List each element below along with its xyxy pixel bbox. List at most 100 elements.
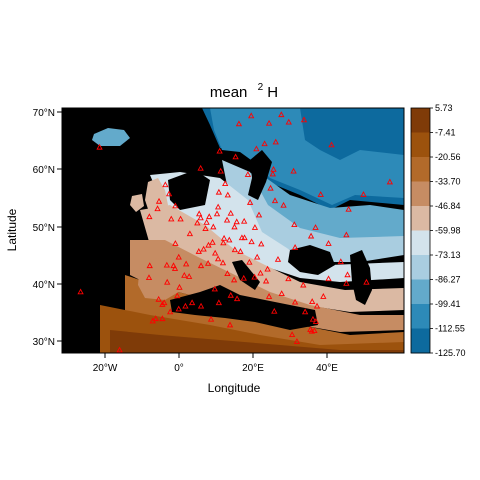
station-marker (274, 256, 282, 262)
station-marker (214, 255, 222, 262)
legend-label: -112.55 (435, 324, 465, 334)
station-marker (209, 238, 216, 245)
legend-swatch (411, 279, 430, 305)
station-marker (344, 271, 351, 278)
station-marker (271, 307, 278, 314)
legend-label: -7.41 (435, 128, 456, 138)
station-marker (271, 197, 279, 204)
adriatic (232, 260, 260, 290)
station-marker (300, 281, 307, 288)
station-marker (215, 188, 223, 195)
station-marker (280, 201, 287, 208)
y-axis: 70°N 60°N 50°N 40°N 30°N (33, 108, 62, 348)
station-marker (251, 273, 258, 280)
title-symbol: H (267, 84, 278, 101)
legend-label: -99.41 (435, 299, 461, 309)
station-marker (146, 213, 153, 220)
station-marker (172, 240, 179, 246)
legend-swatch (411, 230, 430, 256)
station-marker (116, 346, 123, 353)
station-marker (237, 248, 244, 254)
station-marker (231, 223, 238, 230)
station-marker (240, 217, 248, 224)
station-marker (172, 202, 179, 209)
station-marker (312, 318, 320, 324)
station-marker (224, 270, 231, 277)
station-marker (246, 258, 253, 265)
black-sea (288, 245, 335, 275)
station-marker (96, 143, 103, 150)
station-marker (152, 315, 159, 322)
legend-swatch (411, 108, 430, 133)
station-marker (146, 262, 153, 269)
station-marker (363, 278, 370, 285)
station-marker (205, 241, 212, 248)
legend-swatch (411, 181, 430, 207)
station-marker (226, 236, 233, 243)
station-marker (162, 181, 169, 188)
station-marker (230, 276, 238, 283)
station-marker (246, 199, 254, 205)
station-marker (168, 215, 175, 222)
station-marker (223, 216, 231, 223)
title-prefix: mean (210, 84, 248, 101)
zone-band-light-blue (232, 170, 404, 245)
x-tick-label: 0° (174, 363, 184, 374)
station-marker (285, 118, 292, 125)
station-marker (235, 120, 243, 127)
x-tick-label: 40°E (316, 363, 338, 374)
zone-ireland (130, 194, 144, 212)
legend-swatch (411, 328, 430, 354)
map-panel (62, 108, 404, 353)
station-marker (343, 231, 350, 238)
isotope-zones (92, 108, 404, 353)
legend-swatch (411, 304, 430, 329)
station-marker (360, 191, 367, 197)
station-marker (155, 197, 163, 204)
station-marker (77, 288, 84, 295)
caspian-sea (350, 250, 372, 305)
station-marker (175, 305, 182, 312)
y-tick-label: 30°N (33, 337, 55, 348)
station-marker (313, 302, 321, 309)
mediterranean (170, 285, 318, 330)
station-marker (170, 262, 177, 269)
y-axis-title: Latitude (5, 208, 19, 251)
baltic-sea (248, 150, 272, 200)
station-marker (261, 140, 268, 147)
station-marker (185, 273, 193, 279)
station-marker (248, 112, 255, 119)
station-marker (227, 291, 234, 298)
station-marker (307, 232, 315, 239)
station-marker (267, 184, 274, 191)
y-tick-label: 60°N (33, 165, 55, 176)
station-marker (175, 253, 182, 260)
station-marker (206, 213, 213, 220)
station-marker (258, 240, 265, 247)
station-marker (265, 293, 273, 299)
station-marker (183, 260, 190, 267)
zone-band-pink (140, 205, 404, 312)
station-marker (278, 111, 285, 118)
station-marker (165, 190, 173, 197)
zone-band-very-pale (150, 172, 404, 282)
station-marker (255, 211, 263, 218)
station-marker (197, 164, 204, 171)
station-marker (272, 138, 279, 145)
station-marker (251, 224, 259, 230)
station-marker (386, 178, 394, 185)
station-marker (220, 239, 227, 246)
legend-label: 5.73 (435, 103, 453, 113)
station-marker (233, 218, 240, 225)
station-marker (307, 326, 314, 332)
station-marker (211, 249, 219, 256)
station-marker (197, 214, 204, 221)
station-marker (227, 209, 234, 216)
station-marker (301, 308, 309, 315)
station-marker (214, 203, 222, 210)
station-marker (300, 116, 308, 123)
station-marker (207, 315, 215, 322)
station-marker (270, 165, 277, 172)
zone-band-darkest (110, 330, 404, 353)
legend-swatch (411, 157, 430, 182)
